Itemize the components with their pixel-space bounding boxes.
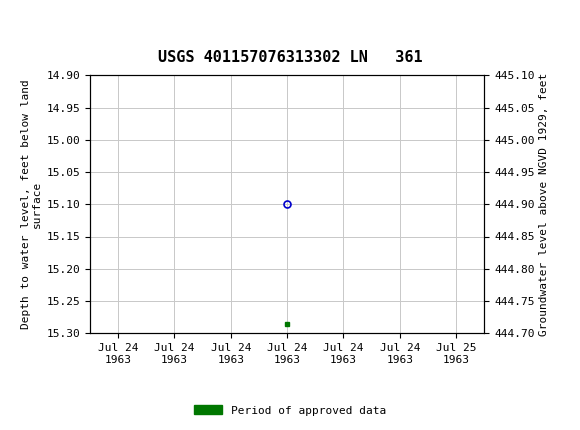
Y-axis label: Groundwater level above NGVD 1929, feet: Groundwater level above NGVD 1929, feet	[539, 73, 549, 336]
Text: USGS: USGS	[36, 12, 83, 27]
Bar	[5, 3, 32, 37]
Text: USGS 401157076313302 LN   361: USGS 401157076313302 LN 361	[158, 49, 422, 64]
Y-axis label: Depth to water level, feet below land
surface: Depth to water level, feet below land su…	[21, 80, 42, 329]
Legend: Period of approved data: Period of approved data	[190, 401, 390, 420]
